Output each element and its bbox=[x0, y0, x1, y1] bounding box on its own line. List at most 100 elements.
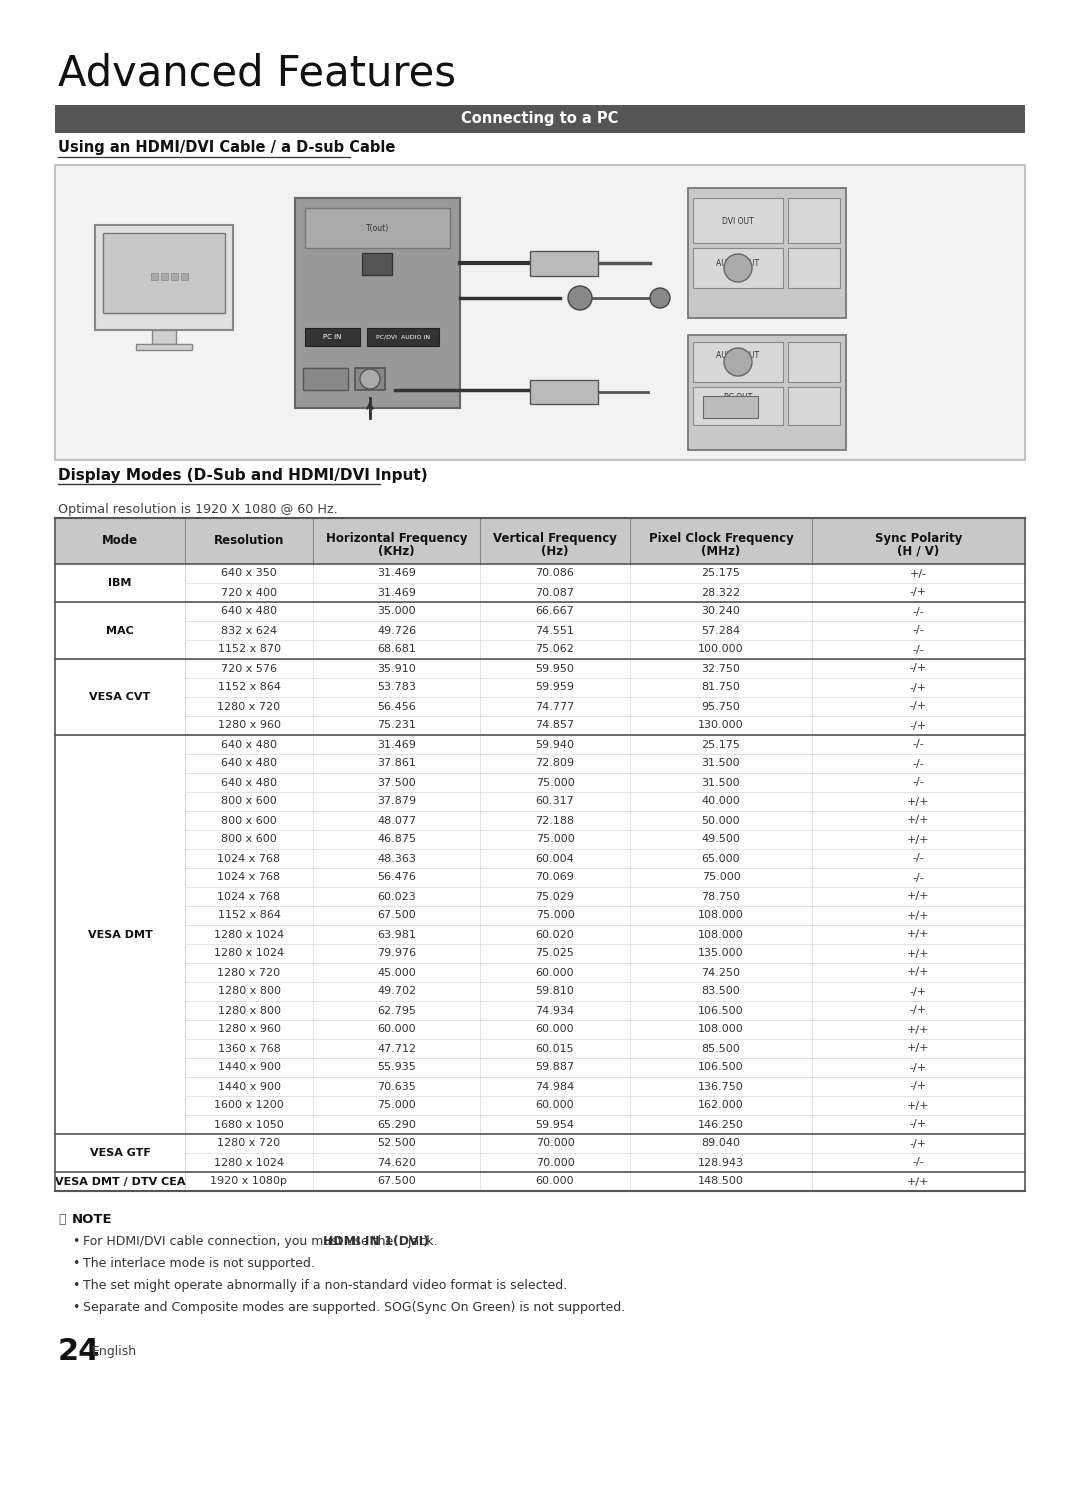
Bar bbox=[181, 273, 188, 279]
Text: 59.940: 59.940 bbox=[536, 740, 575, 750]
Text: 70.635: 70.635 bbox=[377, 1082, 416, 1092]
Text: 640 x 350: 640 x 350 bbox=[221, 569, 276, 578]
Text: 70.000: 70.000 bbox=[536, 1158, 575, 1167]
Text: +/+: +/+ bbox=[907, 1101, 930, 1110]
Bar bbox=[55, 565, 185, 602]
Text: ⓘ: ⓘ bbox=[58, 1213, 66, 1227]
Text: 75.000: 75.000 bbox=[536, 910, 575, 920]
Text: 57.284: 57.284 bbox=[701, 626, 741, 635]
Text: 37.861: 37.861 bbox=[377, 759, 416, 768]
Bar bbox=[355, 368, 384, 390]
Text: For HDMI/DVI cable connection, you must use the: For HDMI/DVI cable connection, you must … bbox=[83, 1236, 397, 1247]
Bar bbox=[55, 678, 1025, 698]
Text: 70.000: 70.000 bbox=[536, 1138, 575, 1149]
Text: 640 x 480: 640 x 480 bbox=[221, 607, 276, 617]
Text: Separate and Composite modes are supported. SOG(Sync On Green) is not supported.: Separate and Composite modes are support… bbox=[83, 1301, 625, 1315]
Bar bbox=[305, 329, 360, 347]
Text: 1280 x 1024: 1280 x 1024 bbox=[214, 949, 284, 959]
Text: 49.702: 49.702 bbox=[377, 986, 416, 996]
Bar bbox=[55, 602, 1025, 622]
Text: 56.476: 56.476 bbox=[377, 872, 416, 883]
Text: 59.959: 59.959 bbox=[536, 683, 575, 693]
Text: -/-: -/- bbox=[913, 607, 924, 617]
Bar bbox=[55, 792, 1025, 811]
Text: PC IN: PC IN bbox=[323, 335, 341, 341]
Bar bbox=[55, 982, 1025, 1001]
Text: 35.910: 35.910 bbox=[377, 663, 416, 674]
Text: 31.469: 31.469 bbox=[377, 569, 416, 578]
Bar bbox=[55, 735, 1025, 754]
Text: •: • bbox=[72, 1236, 79, 1247]
Bar bbox=[55, 659, 1025, 678]
Text: 60.000: 60.000 bbox=[536, 1025, 575, 1034]
Text: 79.976: 79.976 bbox=[377, 949, 416, 959]
Text: 75.000: 75.000 bbox=[536, 835, 575, 844]
Text: +/+: +/+ bbox=[907, 1043, 930, 1053]
Text: Using an HDMI/DVI Cable / a D-sub Cable: Using an HDMI/DVI Cable / a D-sub Cable bbox=[58, 140, 395, 155]
Text: 1152 x 870: 1152 x 870 bbox=[217, 644, 281, 654]
Text: 74.777: 74.777 bbox=[536, 702, 575, 711]
Text: -/+: -/+ bbox=[910, 1138, 927, 1149]
Bar bbox=[171, 273, 178, 279]
Text: Sync Polarity: Sync Polarity bbox=[875, 532, 962, 545]
Text: 1280 x 960: 1280 x 960 bbox=[217, 720, 281, 731]
Text: 1280 x 800: 1280 x 800 bbox=[217, 1005, 281, 1016]
Text: 1680 x 1050: 1680 x 1050 bbox=[214, 1119, 284, 1129]
Bar bbox=[55, 698, 1025, 716]
Text: -/+: -/+ bbox=[910, 986, 927, 996]
Text: 55.935: 55.935 bbox=[377, 1062, 416, 1073]
Text: 60.000: 60.000 bbox=[536, 968, 575, 977]
Bar bbox=[55, 659, 185, 735]
Text: 70.086: 70.086 bbox=[536, 569, 575, 578]
Text: IBM: IBM bbox=[108, 578, 132, 589]
Bar bbox=[55, 583, 1025, 602]
Text: +/+: +/+ bbox=[907, 968, 930, 977]
Text: 48.363: 48.363 bbox=[377, 853, 416, 864]
Text: 48.077: 48.077 bbox=[377, 816, 416, 826]
Text: 60.023: 60.023 bbox=[377, 892, 416, 901]
Bar bbox=[151, 273, 158, 279]
Text: 720 x 576: 720 x 576 bbox=[221, 663, 276, 674]
Text: 59.810: 59.810 bbox=[536, 986, 575, 996]
Bar bbox=[788, 342, 840, 382]
Text: 49.500: 49.500 bbox=[702, 835, 741, 844]
Bar bbox=[303, 368, 348, 390]
Text: 31.500: 31.500 bbox=[702, 777, 740, 787]
Text: -/-: -/- bbox=[913, 777, 924, 787]
Text: 75.062: 75.062 bbox=[536, 644, 575, 654]
Text: 63.981: 63.981 bbox=[377, 929, 416, 940]
Text: 70.087: 70.087 bbox=[536, 587, 575, 598]
Text: 59.887: 59.887 bbox=[536, 1062, 575, 1073]
Text: 85.500: 85.500 bbox=[702, 1043, 741, 1053]
Text: 81.750: 81.750 bbox=[702, 683, 741, 693]
Bar bbox=[55, 716, 1025, 735]
Bar bbox=[530, 379, 598, 403]
Bar bbox=[530, 251, 598, 276]
Text: 1280 x 720: 1280 x 720 bbox=[217, 968, 281, 977]
Bar bbox=[693, 342, 783, 382]
Bar bbox=[152, 330, 176, 344]
Text: 74.620: 74.620 bbox=[377, 1158, 416, 1167]
Text: 1280 x 1024: 1280 x 1024 bbox=[214, 1158, 284, 1167]
Text: 35.000: 35.000 bbox=[377, 607, 416, 617]
Bar bbox=[55, 1077, 1025, 1097]
Text: 800 x 600: 800 x 600 bbox=[221, 835, 276, 844]
Bar bbox=[305, 208, 450, 248]
Bar bbox=[788, 387, 840, 424]
Text: (Hz): (Hz) bbox=[541, 545, 569, 557]
Text: Vertical Frequency: Vertical Frequency bbox=[494, 532, 617, 545]
Text: 95.750: 95.750 bbox=[702, 702, 741, 711]
Text: 1920 x 1080p: 1920 x 1080p bbox=[211, 1176, 287, 1186]
Text: 128.943: 128.943 bbox=[698, 1158, 744, 1167]
Text: 31.500: 31.500 bbox=[702, 759, 740, 768]
Text: 37.879: 37.879 bbox=[377, 796, 416, 807]
Text: -/-: -/- bbox=[913, 759, 924, 768]
Text: +/+: +/+ bbox=[907, 892, 930, 901]
Text: 135.000: 135.000 bbox=[698, 949, 744, 959]
Text: 130.000: 130.000 bbox=[698, 720, 744, 731]
Text: 800 x 600: 800 x 600 bbox=[221, 816, 276, 826]
Text: 72.809: 72.809 bbox=[536, 759, 575, 768]
Text: 75.025: 75.025 bbox=[536, 949, 575, 959]
Bar bbox=[693, 248, 783, 288]
Text: 640 x 480: 640 x 480 bbox=[221, 777, 276, 787]
